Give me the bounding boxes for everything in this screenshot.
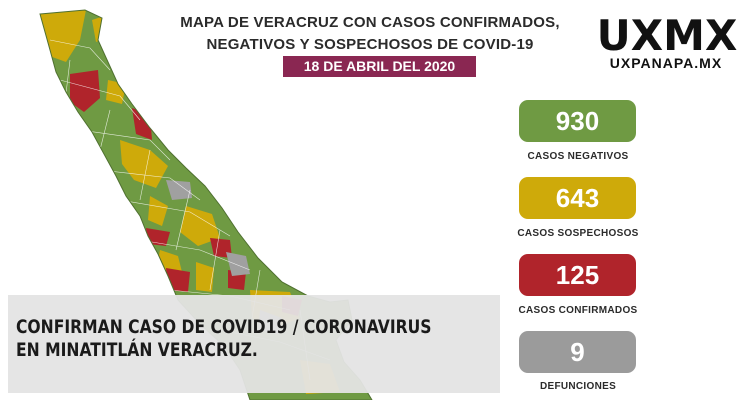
uxmx-logo-mark: UXMX: [597, 15, 738, 55]
headline-text: CONFIRMAN CASO DE COVID19 / CORONAVIRUS …: [16, 316, 432, 362]
negatives-count-box: 930: [519, 100, 636, 142]
map-title: MAPA DE VERACRUZ CON CASOS CONFIRMADOS, …: [175, 12, 565, 56]
map-title-line1: MAPA DE VERACRUZ CON CASOS CONFIRMADOS,: [180, 14, 560, 31]
deaths-label: DEFUNCIONES: [539, 381, 617, 392]
confirmed-count-box: 125: [519, 254, 636, 296]
date-badge: 18 DE ABRIL DEL 2020: [283, 56, 476, 77]
suspected-label: CASOS SOSPECHOSOS: [517, 228, 639, 239]
logo-site-text: UXPANAPA.MX: [609, 55, 723, 71]
deaths-count-box: 9: [519, 331, 636, 373]
logo-mark-text: UXMX: [597, 15, 738, 55]
headline-line1: CONFIRMAN CASO DE COVID19 / CORONAVIRUS: [16, 316, 432, 338]
headline-line2: EN MINATITLÁN VERACRUZ.: [16, 339, 258, 361]
headline-banner: CONFIRMAN CASO DE COVID19 / CORONAVIRUS …: [8, 295, 500, 393]
confirmed-label: CASOS CONFIRMADOS: [518, 305, 638, 316]
suspected-count-box: 643: [519, 177, 636, 219]
map-title-line2: NEGATIVOS Y SOSPECHOSOS DE COVID-19: [206, 36, 534, 53]
negatives-label: CASOS NEGATIVOS: [527, 151, 629, 162]
